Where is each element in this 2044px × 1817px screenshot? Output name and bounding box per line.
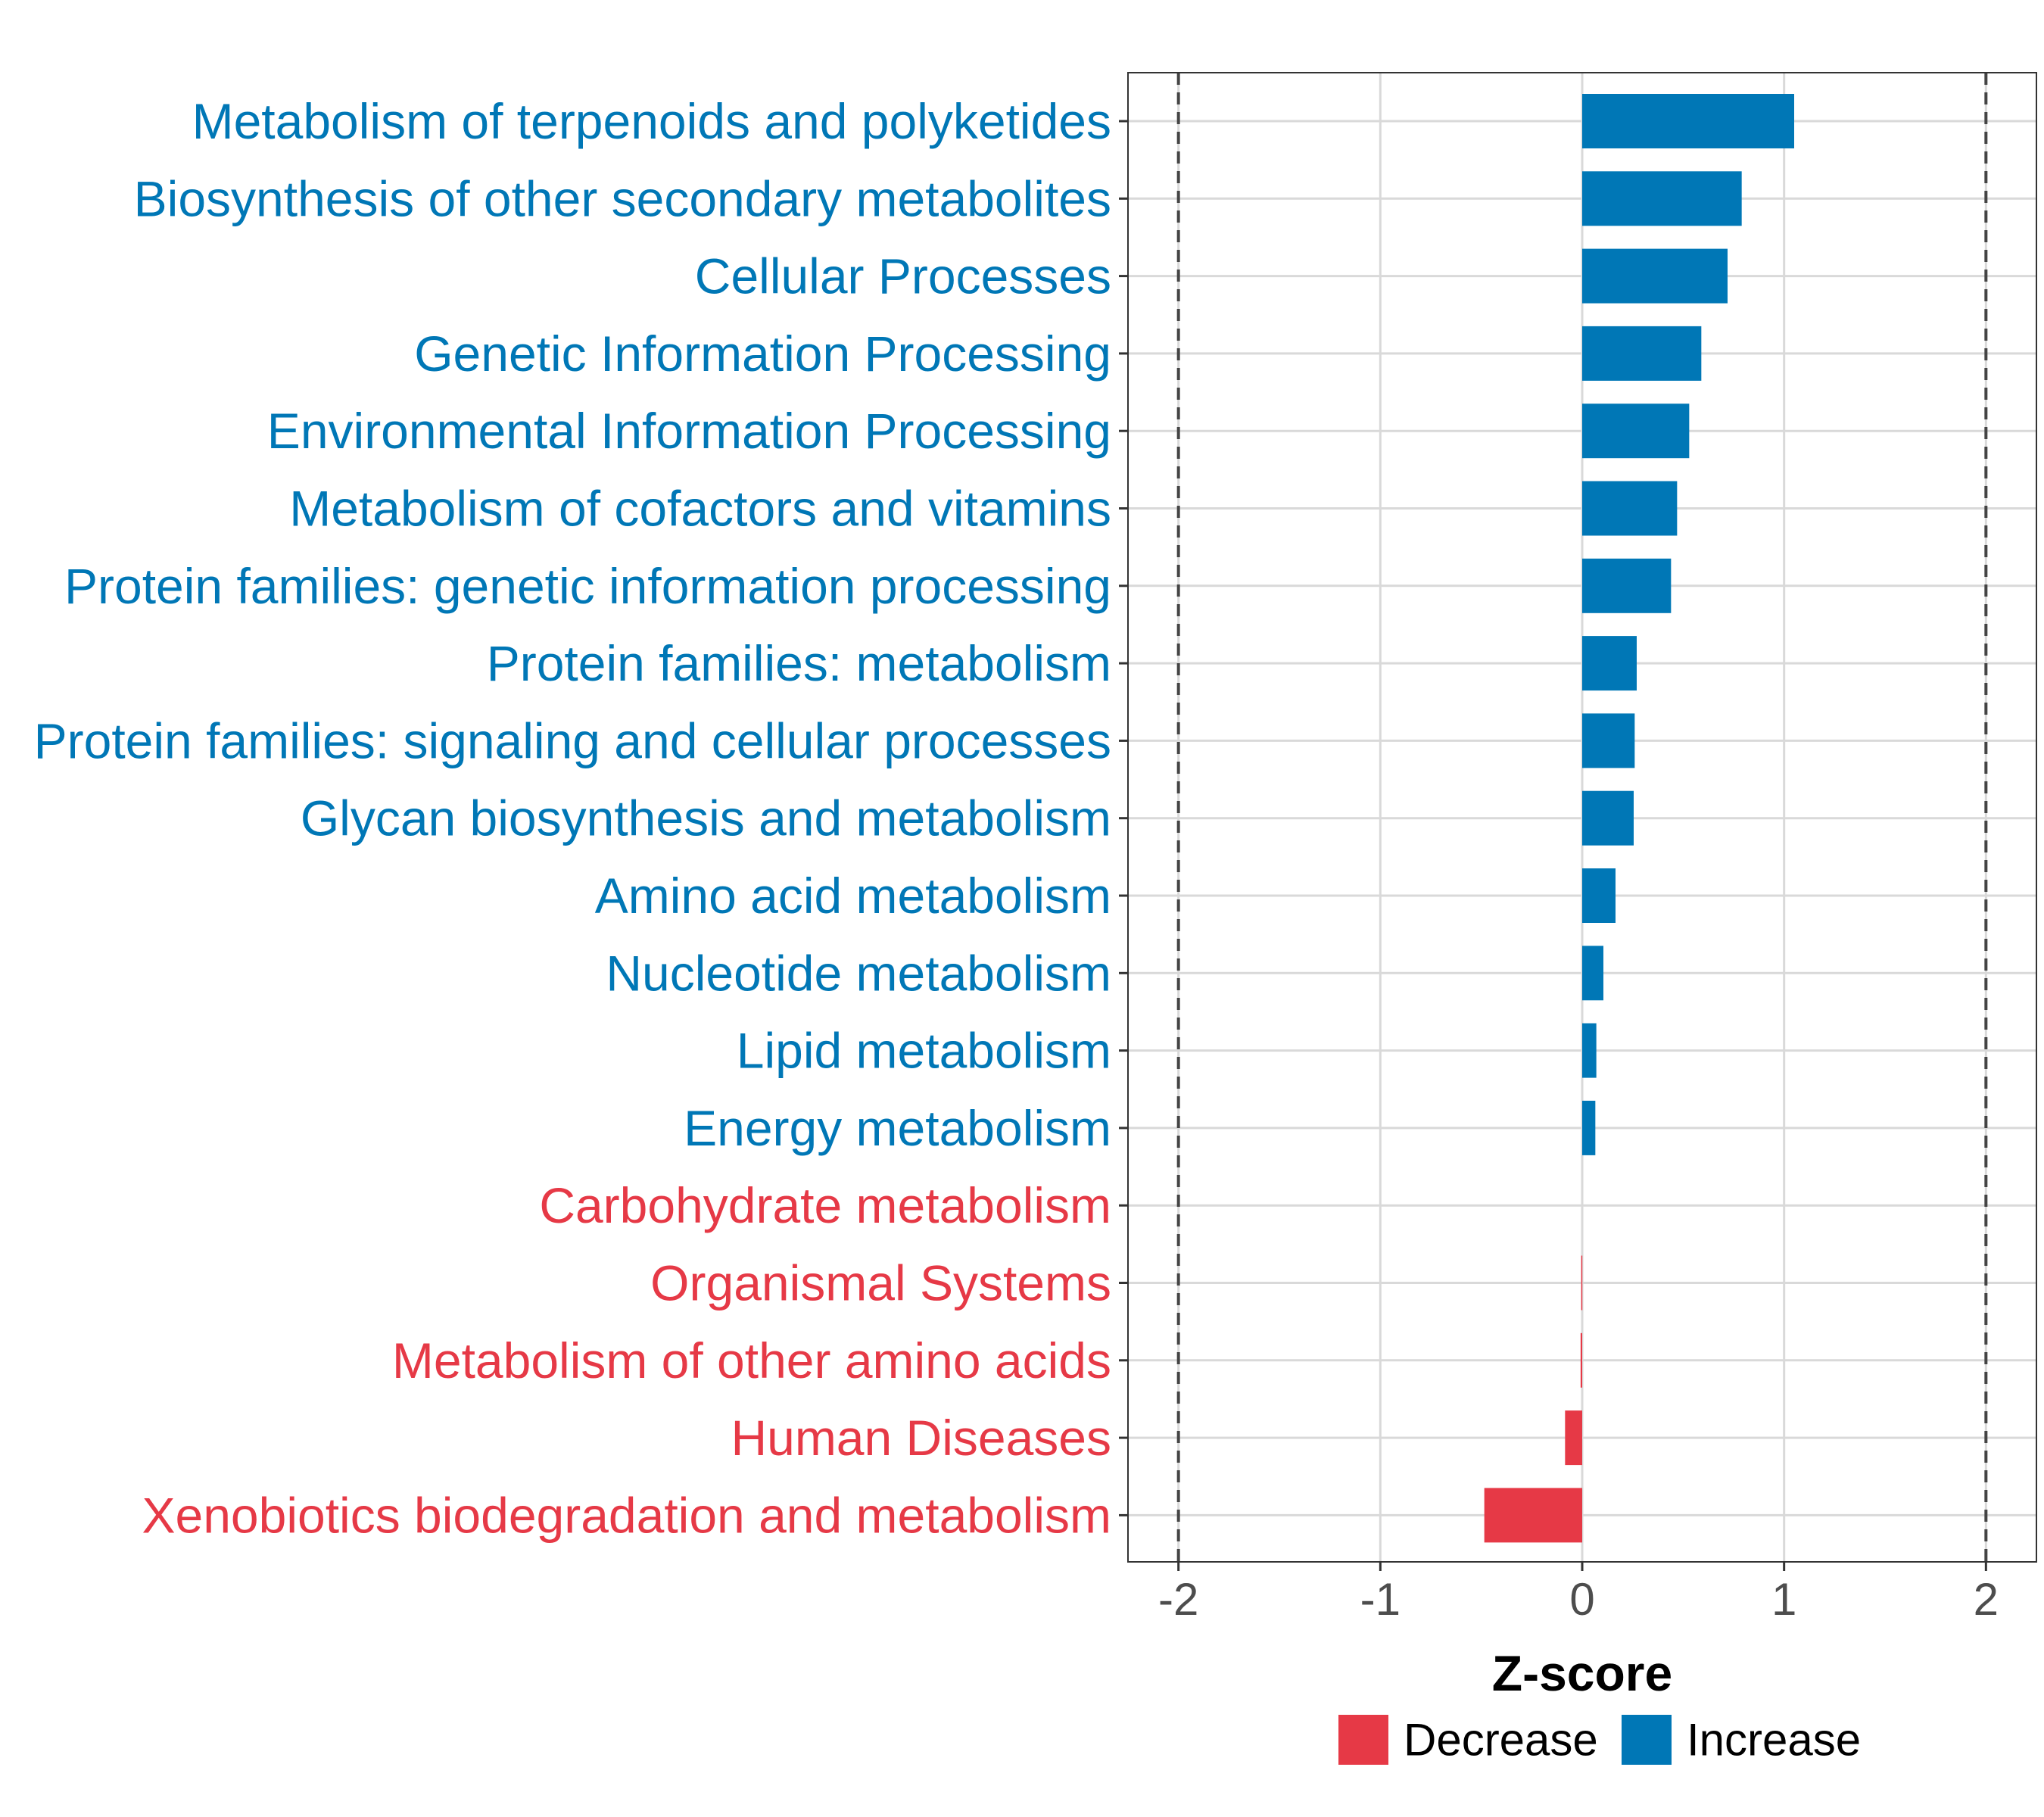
bar-increase bbox=[1582, 1023, 1597, 1078]
category-label: Amino acid metabolism bbox=[595, 868, 1111, 924]
bar-increase bbox=[1582, 713, 1635, 768]
category-label: Lipid metabolism bbox=[737, 1023, 1111, 1079]
bar-increase bbox=[1582, 636, 1637, 691]
bar-increase bbox=[1582, 481, 1678, 536]
category-label: Organismal Systems bbox=[650, 1255, 1111, 1311]
bar-increase bbox=[1582, 404, 1690, 459]
bar-increase bbox=[1582, 1100, 1596, 1155]
category-label: Human Diseases bbox=[731, 1410, 1111, 1466]
category-label: Glycan biosynthesis and metabolism bbox=[301, 790, 1111, 846]
x-axis-title: Z-score bbox=[1492, 1645, 1672, 1701]
x-axis-ticks: -2 -1 0 1 2 bbox=[1158, 1562, 1999, 1625]
category-label: Cellular Processes bbox=[695, 248, 1111, 304]
reference-lines bbox=[1176, 73, 1988, 1562]
category-label: Metabolism of other amino acids bbox=[392, 1332, 1111, 1388]
bar-increase bbox=[1582, 868, 1616, 923]
x-tick-label: 0 bbox=[1569, 1574, 1594, 1625]
category-label: Nucleotide metabolism bbox=[606, 945, 1111, 1001]
legend-label: Decrease bbox=[1404, 1715, 1598, 1766]
x-tick-label: -2 bbox=[1158, 1574, 1198, 1625]
category-label: Genetic Information Processing bbox=[414, 326, 1111, 382]
bar-decrease bbox=[1565, 1410, 1582, 1466]
legend-key-increase bbox=[1622, 1715, 1672, 1765]
x-tick-label: 2 bbox=[1974, 1574, 1999, 1625]
bar-increase bbox=[1582, 946, 1603, 1001]
bars bbox=[1484, 94, 1794, 1543]
category-label: Energy metabolism bbox=[684, 1100, 1111, 1156]
bar-increase bbox=[1582, 94, 1794, 148]
bar-increase bbox=[1582, 171, 1742, 226]
bar-decrease bbox=[1580, 1332, 1582, 1388]
legend-key-decrease bbox=[1338, 1715, 1388, 1765]
category-label: Metabolism of terpenoids and polyketides bbox=[192, 93, 1111, 149]
bar-decrease bbox=[1581, 1255, 1583, 1311]
category-label: Protein families: signaling and cellular… bbox=[34, 712, 1111, 768]
category-label: Xenobiotics biodegradation and metabolis… bbox=[142, 1487, 1112, 1543]
category-labels: Metabolism of terpenoids and polyketides… bbox=[34, 93, 1111, 1543]
category-label: Environmental Information Processing bbox=[267, 403, 1111, 459]
x-tick-label: 1 bbox=[1771, 1574, 1796, 1625]
x-tick-label: -1 bbox=[1360, 1574, 1401, 1625]
bar-increase bbox=[1582, 790, 1634, 846]
y-axis-ticks bbox=[1119, 120, 1128, 1516]
category-label: Metabolism of cofactors and vitamins bbox=[289, 481, 1111, 537]
legend: Decrease Increase bbox=[1338, 1715, 1861, 1766]
category-label: Carbohydrate metabolism bbox=[539, 1177, 1111, 1233]
category-label: Protein families: genetic information pr… bbox=[64, 558, 1111, 614]
legend-label: Increase bbox=[1687, 1715, 1861, 1766]
bar-increase bbox=[1582, 248, 1728, 304]
bar-increase bbox=[1582, 558, 1672, 613]
category-label: Biosynthesis of other secondary metaboli… bbox=[134, 170, 1111, 226]
bar-decrease bbox=[1484, 1488, 1582, 1543]
bar-increase bbox=[1582, 326, 1702, 381]
category-label: Protein families: metabolism bbox=[487, 635, 1111, 691]
